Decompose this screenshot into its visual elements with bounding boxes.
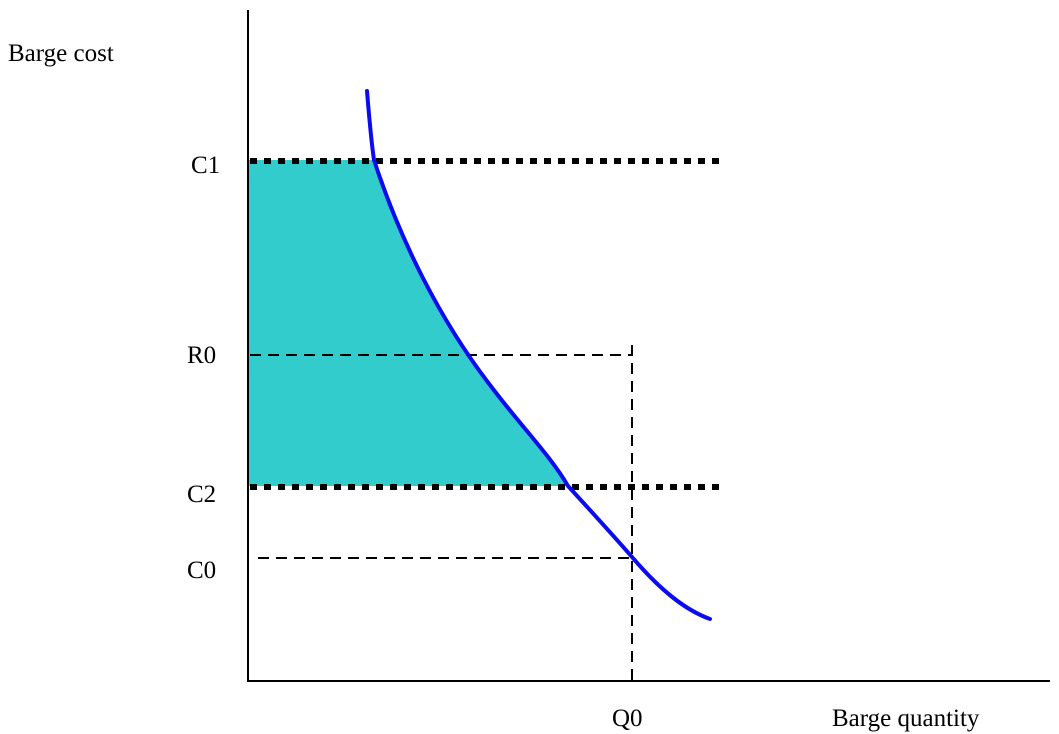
shaded-area [248, 160, 568, 486]
c2-label: C2 [187, 481, 216, 508]
c0-label: C0 [187, 557, 216, 584]
c1-label: C1 [191, 152, 220, 179]
x-axis-label: Barge quantity [832, 705, 980, 732]
barge-demand-curve [365, 89, 712, 621]
y-axis-label: Barge cost [8, 40, 114, 67]
q0-label: Q0 [612, 705, 643, 732]
r0-label: R0 [187, 342, 216, 369]
